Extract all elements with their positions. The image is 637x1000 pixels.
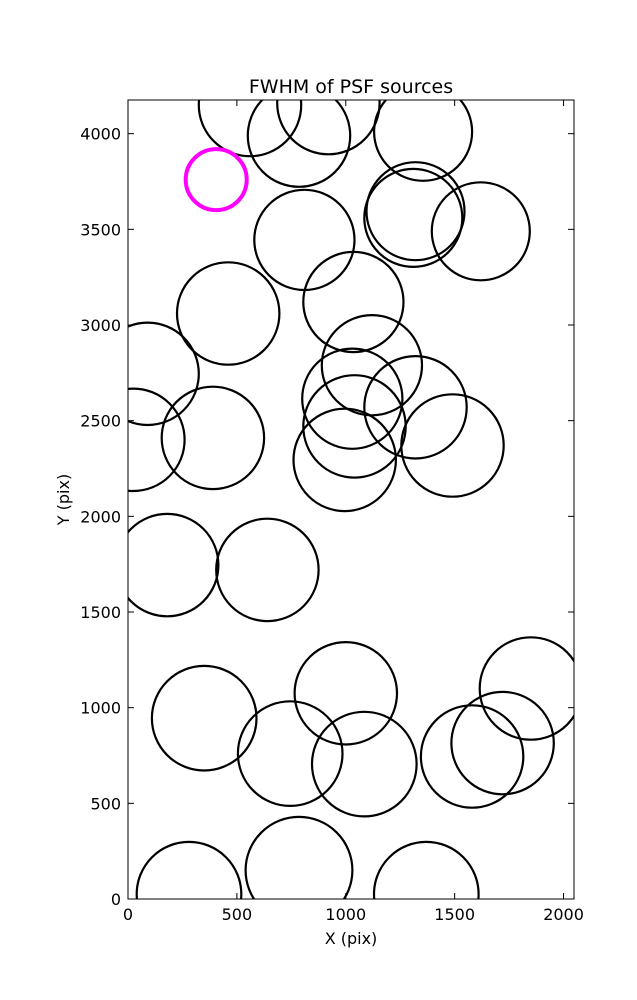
- x-tick-label: 0: [123, 905, 133, 924]
- x-axis-label: X (pix): [325, 929, 378, 948]
- psf-source-circle: [478, 636, 574, 741]
- psf-source-circle: [301, 347, 404, 450]
- psf-source-circle: [150, 664, 258, 772]
- psf-source-circle: [372, 840, 480, 899]
- psf-source-circle: [419, 704, 525, 809]
- psf-source-circle: [175, 261, 281, 366]
- y-tick-label: 500: [90, 794, 121, 813]
- psf-source-circle: [365, 161, 466, 262]
- y-tick-label: 3500: [80, 220, 121, 239]
- psf-source-circle: [310, 710, 418, 818]
- y-tick-label: 2000: [80, 507, 121, 526]
- psf-source-circle: [244, 815, 354, 899]
- psf-source-circle: [373, 100, 474, 182]
- psf-source-circle: [128, 387, 186, 493]
- plot-frame: [127, 99, 575, 900]
- psf-source-circle: [135, 840, 243, 899]
- psf-source-circle: [276, 100, 381, 156]
- y-axis: 0 500 1000 1500 2000 2500 3000 3500 4000: [80, 125, 574, 909]
- y-tick-label: 2500: [80, 412, 121, 431]
- y-tick-label: 0: [111, 890, 121, 909]
- psf-source-circle: [293, 640, 399, 746]
- x-tick-label: 2000: [543, 905, 584, 924]
- psf-source-circle: [128, 321, 200, 427]
- psf-source-circle: [302, 374, 407, 479]
- x-axis: 0 500 1000 1500 2000: [123, 100, 584, 924]
- psf-source-circle: [215, 517, 320, 623]
- psf-source-circle: [320, 314, 424, 417]
- x-tick-label: 1000: [325, 905, 366, 924]
- psf-source-circle: [400, 393, 505, 498]
- psf-source-circle: [236, 700, 344, 807]
- psf-source-circle: [128, 512, 220, 618]
- plot-marks: [128, 100, 574, 899]
- chart-title: FWHM of PSF sources: [249, 76, 453, 98]
- psf-source-circle: [450, 690, 555, 796]
- x-tick-label: 500: [222, 905, 253, 924]
- psf-source-circle: [197, 100, 303, 158]
- psf-source-circle: [253, 188, 356, 292]
- y-tick-label: 3000: [80, 316, 121, 335]
- psf-source-circle: [430, 181, 531, 282]
- y-tick-label: 1500: [80, 603, 121, 622]
- y-tick-label: 4000: [80, 125, 121, 144]
- psf-highlight-circle: [183, 147, 249, 213]
- y-axis-label: Y (pix): [54, 474, 73, 526]
- psf-source-circle: [292, 407, 398, 513]
- psf-source-circle: [302, 250, 405, 354]
- psf-source-circle: [160, 385, 266, 491]
- psf-source-circle: [246, 100, 352, 188]
- psf-source-circle: [363, 354, 468, 460]
- x-tick-label: 1500: [434, 905, 475, 924]
- psf-source-circle: [363, 167, 464, 268]
- y-tick-label: 1000: [80, 699, 121, 718]
